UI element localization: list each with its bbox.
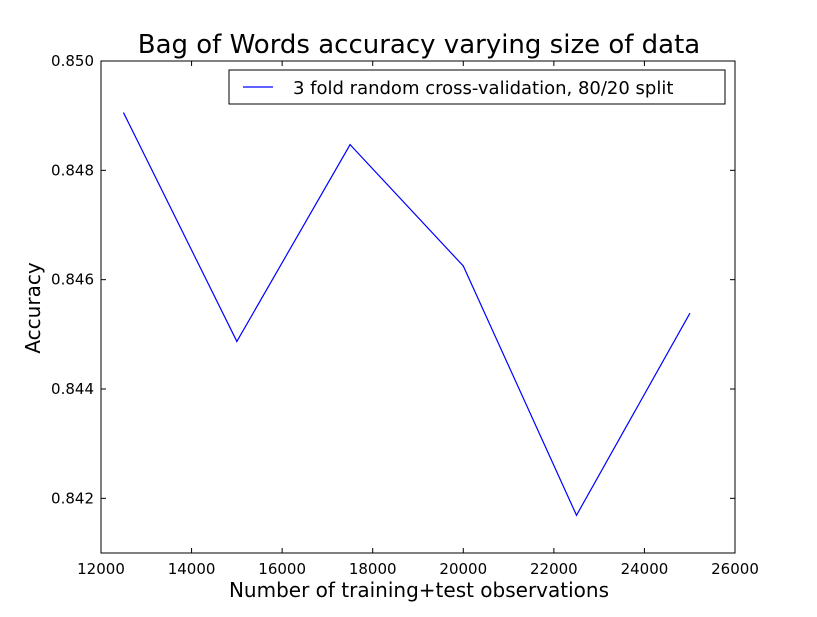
- x-tick-label: 26000: [711, 560, 759, 578]
- plot-area: 12000 14000 16000 18000 20000 22000 24000 26000…: [51, 52, 759, 578]
- data-point: [123, 112, 125, 114]
- axis-ticks: 12000 14000 16000 18000 20000 22000 24000 26000…: [51, 52, 759, 578]
- data-point: [462, 265, 464, 267]
- data-point: [236, 340, 238, 343]
- x-tick-label: 18000: [349, 560, 397, 578]
- axes-frame: [100, 60, 736, 554]
- data-point: [689, 312, 691, 315]
- x-tick-label: 24000: [621, 560, 669, 578]
- legend-box: [228, 69, 726, 105]
- y-tick-label: 0.846: [51, 271, 94, 289]
- legend: 3 fold random cross-validation, 80/20 sp…: [228, 69, 726, 105]
- y-tick-label: 0.848: [51, 161, 94, 179]
- y-tick-label: 0.844: [51, 380, 94, 398]
- x-tick-label: 20000: [439, 560, 487, 578]
- x-tick-label: 14000: [168, 560, 216, 578]
- x-axis-label: Number of training+test observations: [229, 578, 609, 602]
- legend-series-label: 3 fold random cross-validation, 80/20 sp…: [293, 78, 673, 99]
- data-point: [349, 144, 351, 146]
- series-line: [123, 112, 691, 517]
- x-tick-label: 22000: [530, 560, 578, 578]
- x-tick-label: 16000: [258, 560, 306, 578]
- data-point: [575, 514, 578, 516]
- x-tick-label: 12000: [77, 560, 125, 578]
- y-tick-label: 0.842: [51, 489, 94, 507]
- series-layer: [123, 112, 691, 517]
- chart-title: Bag of Words accuracy varying size of da…: [138, 30, 701, 60]
- y-tick-label: 0.850: [51, 52, 94, 70]
- y-axis-label: Accuracy: [21, 262, 45, 353]
